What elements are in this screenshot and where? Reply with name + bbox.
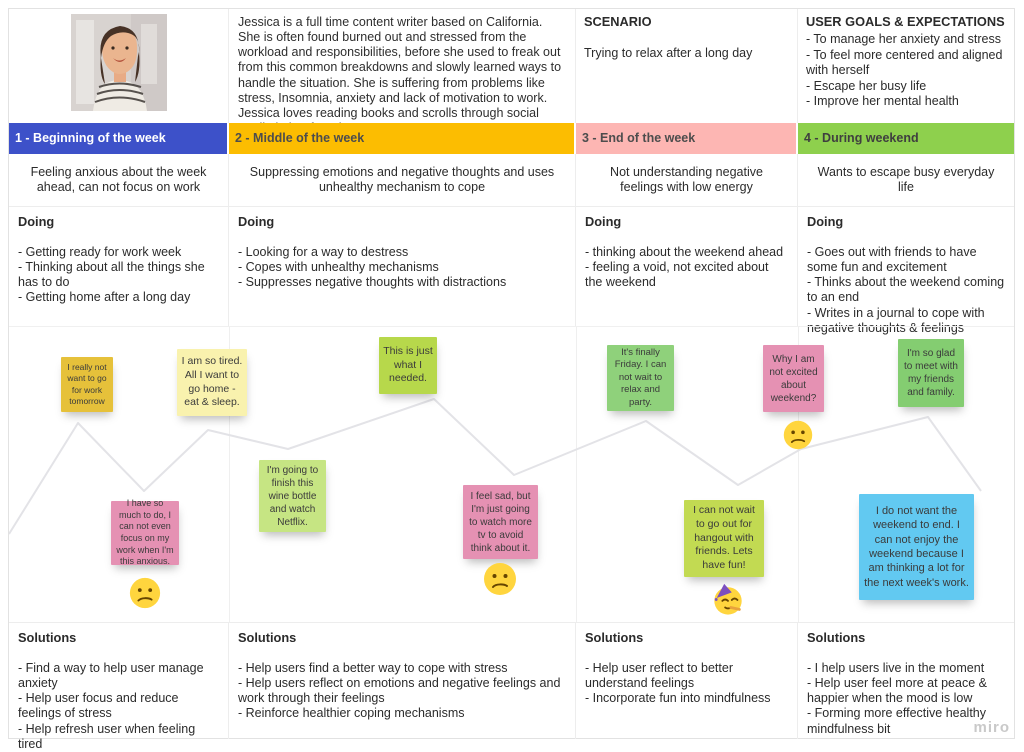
solution-item[interactable]: - I help users live in the moment	[807, 660, 985, 675]
confused-face-emoji[interactable]	[782, 419, 814, 451]
doing-item[interactable]: - feeling a void, not excited about the …	[585, 259, 769, 290]
sticky-note[interactable]: It's finally Friday. I can not wait to r…	[607, 345, 674, 411]
solution-item[interactable]: - Help users reflect on emotions and neg…	[238, 675, 561, 706]
sticky-note[interactable]: I'm going to finish this wine bottle and…	[259, 460, 326, 532]
sticky-note[interactable]: I'm so glad to meet with my friends and …	[898, 339, 964, 407]
solutions-title[interactable]: Solutions	[807, 630, 866, 645]
phase-header-during-weekend[interactable]: 4 - During weekend	[798, 123, 1014, 154]
solution-item[interactable]: - Help user reflect to better understand…	[585, 660, 733, 690]
doing-item[interactable]: - Thinking about all the things she has …	[18, 259, 205, 290]
phase-header-beginning-of-week[interactable]: 1 - Beginning of the week	[9, 123, 227, 154]
scenario-title[interactable]: SCENARIO	[584, 14, 652, 29]
solution-item[interactable]: - Help users find a better way to cope w…	[238, 660, 508, 675]
doing-section: Doing - Looking for a way to destress - …	[229, 207, 576, 327]
doing-title[interactable]: Doing	[807, 214, 844, 229]
confused-face-emoji[interactable]	[128, 576, 162, 610]
doing-item[interactable]: - Writes in a journal to cope with negat…	[807, 305, 985, 335]
goal-item[interactable]: - Escape her busy life	[806, 78, 927, 93]
persona-row: Jessica is a full time content writer ba…	[9, 9, 1014, 135]
solutions-row: Solutions - Find a way to help user mana…	[9, 622, 1014, 751]
solutions-title[interactable]: Solutions	[18, 630, 77, 645]
phase-description[interactable]: Not understanding negative feelings with…	[576, 154, 798, 206]
phase-description[interactable]: Suppressing emotions and negative though…	[229, 154, 576, 206]
doing-item[interactable]: - Copes with unhealthy mechanisms	[238, 259, 439, 274]
solution-item[interactable]: - Reinforce healthier coping mechanisms	[238, 706, 465, 721]
solution-item[interactable]: - Incorporate fun into mindfulness	[585, 691, 771, 706]
column-divider	[798, 327, 799, 623]
sticky-note[interactable]: I can not wait to go out for hangout wit…	[684, 500, 764, 577]
goal-item[interactable]: - To manage her anxiety and stress	[806, 31, 1002, 46]
solutions-section: Solutions - Help users find a better way…	[229, 623, 576, 739]
doing-section: Doing - thinking about the weekend ahead…	[576, 207, 798, 327]
solutions-title[interactable]: Solutions	[585, 630, 644, 645]
column-divider	[576, 327, 577, 623]
phase-header-end-of-week[interactable]: 3 - End of the week	[576, 123, 796, 154]
phase-description-row: Feeling anxious about the week ahead, ca…	[9, 154, 1014, 206]
scenario-panel: SCENARIO Trying to relax after a long da…	[576, 9, 798, 123]
sticky-note[interactable]: Why I am not excited about weekend?	[763, 345, 824, 412]
phase-description[interactable]: Wants to escape busy everyday life	[817, 164, 995, 194]
solution-item[interactable]: - Forming more effective healthy mindful…	[807, 706, 987, 736]
user-goals-title[interactable]: USER GOALS & EXPECTATIONS	[806, 14, 1005, 29]
doing-item[interactable]: - Getting ready for work week	[18, 244, 182, 259]
solution-item[interactable]: - Find a way to help user manage anxiety	[18, 660, 204, 690]
solution-item[interactable]: - Help user focus and reduce feelings of…	[18, 691, 179, 721]
persona-photo[interactable]	[70, 14, 167, 111]
column-divider	[229, 327, 230, 623]
miro-watermark: miro	[973, 719, 1010, 736]
scenario-text[interactable]: Trying to relax after a long day	[584, 45, 753, 60]
doing-item[interactable]: - Goes out with friends to have some fun…	[807, 244, 977, 274]
phase-header-middle-of-week[interactable]: 2 - Middle of the week	[229, 123, 574, 154]
doing-title[interactable]: Doing	[585, 214, 622, 229]
emotion-curve-line[interactable]	[9, 327, 1014, 623]
sticky-note[interactable]: I really not want to go for work tomorro…	[61, 357, 113, 412]
solutions-section: Solutions - Help user reflect to better …	[576, 623, 798, 739]
journey-map-board: Jessica is a full time content writer ba…	[8, 8, 1015, 751]
sticky-note[interactable]: This is just what I needed.	[379, 337, 437, 394]
phase-description[interactable]: Feeling anxious about the week ahead, ca…	[9, 154, 229, 206]
doing-item[interactable]: - Suppresses negative thoughts with dist…	[238, 275, 507, 290]
user-goals-panel: USER GOALS & EXPECTATIONS - To manage he…	[798, 9, 1014, 123]
solutions-section: Solutions - Find a way to help user mana…	[9, 623, 229, 751]
doing-section: Doing - Goes out with friends to have so…	[798, 207, 1014, 335]
doing-item[interactable]: - thinking about the weekend ahead	[585, 244, 784, 259]
doing-section: Doing - Getting ready for work week - Th…	[9, 207, 229, 327]
persona-bio-text[interactable]: Jessica is a full time content writer ba…	[229, 9, 576, 135]
sticky-note[interactable]: I am so tired. All I want to go home - e…	[177, 349, 247, 416]
partying-face-emoji[interactable]	[711, 582, 745, 616]
doing-title[interactable]: Doing	[18, 214, 55, 229]
doing-row: Doing - Getting ready for work week - Th…	[9, 206, 1014, 335]
confused-face-emoji[interactable]	[482, 561, 518, 597]
persona-photo-cell	[9, 9, 229, 123]
sticky-note[interactable]: I have so much to do, I can not even foc…	[111, 498, 179, 566]
solution-item[interactable]: - Help user feel more at peace & happier…	[807, 675, 987, 706]
sticky-note[interactable]: I do not want the weekend to end. I can …	[859, 494, 974, 600]
solution-item[interactable]: - Help refresh user when feeling tired	[18, 721, 196, 751]
doing-title[interactable]: Doing	[238, 214, 275, 229]
goal-item[interactable]: - Improve her mental health	[806, 94, 959, 109]
sticky-note[interactable]: I feel sad, but I'm just going to watch …	[463, 485, 538, 559]
phase-header-row: 1 - Beginning of the week 2 - Middle of …	[9, 123, 1014, 154]
solutions-title[interactable]: Solutions	[238, 630, 297, 645]
emotion-journey-band: I really not want to go for work tomorro…	[9, 326, 1014, 623]
doing-item[interactable]: - Thinks about the weekend coming to an …	[807, 275, 1005, 305]
doing-item[interactable]: - Looking for a way to destress	[238, 244, 409, 259]
solutions-section: Solutions - I help users live in the mom…	[798, 623, 1014, 739]
goal-item[interactable]: - To feel more centered and aligned with…	[806, 47, 1003, 78]
doing-item[interactable]: - Getting home after a long day	[18, 290, 191, 305]
